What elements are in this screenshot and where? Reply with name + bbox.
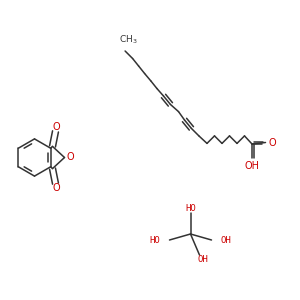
Text: HO: HO [150, 236, 160, 245]
Text: OH: OH [244, 161, 260, 171]
Text: OH: OH [197, 255, 208, 264]
Text: O: O [67, 152, 74, 163]
Text: O: O [52, 122, 60, 132]
Text: O: O [268, 137, 276, 148]
Text: CH$_3$: CH$_3$ [119, 33, 137, 46]
Text: O: O [52, 183, 60, 193]
Text: OH: OH [220, 236, 231, 245]
Text: HO: HO [185, 204, 196, 213]
